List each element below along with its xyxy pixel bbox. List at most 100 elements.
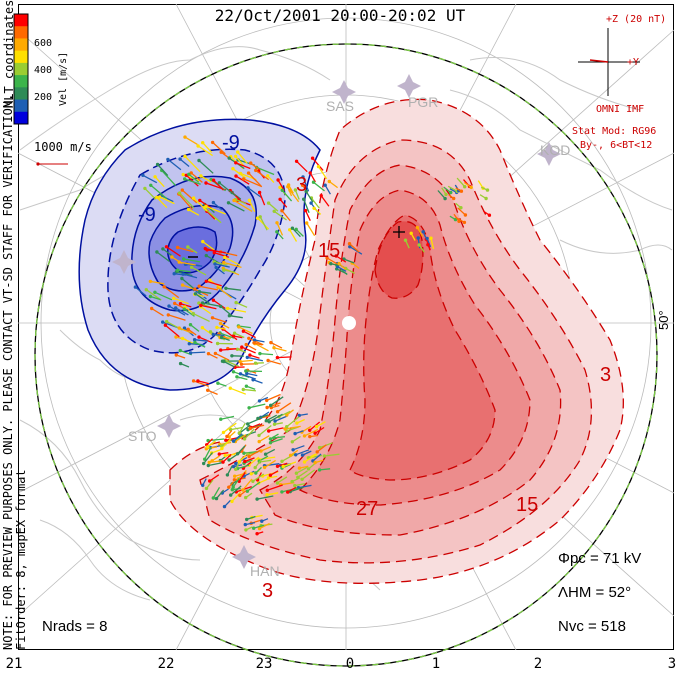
vector-origin-dot [210, 316, 215, 320]
vector-origin-dot [244, 528, 248, 532]
vector-origin-dot [242, 451, 246, 455]
velocity-vector [220, 305, 233, 317]
velocity-vector [270, 438, 283, 444]
velocity-vector [265, 448, 276, 455]
velocity-vector [213, 299, 226, 310]
vector-origin-dot [172, 296, 176, 300]
vector-origin-dot [172, 272, 176, 276]
vector-origin-dot [257, 433, 261, 438]
velocity-vector [174, 273, 187, 276]
vector-origin-dot [239, 362, 244, 366]
velocity-vector [255, 169, 270, 181]
velocity-vector [259, 352, 274, 356]
vector-origin-dot [294, 453, 298, 457]
velocity-vector [144, 187, 157, 200]
velocity-vector [304, 453, 318, 463]
velocity-vector [276, 222, 284, 236]
vector-origin-dot [180, 276, 184, 281]
velocity-vector [235, 198, 247, 205]
velocity-vector [202, 142, 213, 153]
vector-origin-dot [235, 452, 240, 456]
positive-potential-cell [169, 98, 624, 584]
vector-origin-dot [260, 519, 264, 523]
vector-origin-dot [290, 226, 295, 230]
velocity-vector [222, 453, 232, 463]
velocity-vector [243, 388, 256, 392]
vector-origin-dot [153, 175, 157, 179]
vector-origin-dot [485, 188, 490, 192]
velocity-vector [292, 445, 305, 451]
vector-origin-dot [211, 332, 215, 337]
velocity-vector [282, 461, 297, 468]
vector-origin-dot [219, 444, 224, 448]
velocity-vector [239, 424, 251, 434]
velocity-vector [312, 453, 322, 462]
vector-origin-dot [178, 157, 182, 161]
vector-origin-dot [443, 196, 447, 201]
velocity-vector [294, 189, 300, 200]
velocity-vector [208, 462, 223, 467]
velocity-vector [258, 424, 272, 436]
vector-origin-dot [417, 243, 421, 247]
stat-n-vc: Nvc = 518 [558, 618, 626, 635]
velocity-vector [215, 266, 225, 275]
velocity-vector [281, 189, 293, 202]
velocity-vector [240, 359, 253, 363]
vector-origin-dot [234, 461, 238, 466]
vector-origin-dot [265, 493, 269, 497]
velocity-vector [184, 136, 198, 145]
velocity-vector [230, 387, 247, 395]
vector-origin-dot [158, 195, 162, 199]
vector-origin-dot [191, 196, 196, 200]
vector-origin-dot [275, 481, 280, 485]
vector-origin-dot [234, 161, 238, 165]
vector-origin-dot [214, 265, 218, 270]
velocity-vector [191, 266, 207, 276]
vector-origin-dot [208, 479, 212, 483]
velocity-vector [430, 238, 435, 250]
velocity-vector [184, 178, 201, 185]
vector-origin-dot [191, 379, 196, 383]
velocity-vector [238, 326, 253, 335]
velocity-vector [205, 208, 222, 224]
velocity-vector [233, 199, 253, 212]
velocity-vector [225, 287, 242, 291]
colorbar-segment [14, 50, 28, 64]
vector-origin-dot [210, 140, 215, 145]
vector-origin-dot [191, 311, 195, 316]
vector-origin-dot [178, 302, 183, 306]
colorbar-tick-600: 600 [34, 38, 53, 49]
velocity-vector [156, 196, 168, 209]
velocity-vector [241, 346, 256, 354]
velocity-vector [259, 522, 270, 530]
velocity-vector [253, 524, 265, 529]
velocity-vector [219, 332, 235, 339]
vector-origin-dot [233, 154, 238, 159]
vector-origin-dot [183, 135, 187, 139]
vector-origin-dot [202, 461, 206, 466]
vector-origin-dot [272, 346, 276, 350]
vector-origin-dot [309, 201, 313, 205]
velocity-vector [317, 166, 328, 180]
velocity-vector [188, 208, 200, 216]
velocity-vector [215, 489, 225, 500]
vector-origin-dot [211, 298, 216, 302]
vector-origin-dot [293, 483, 297, 488]
heppner-maynard-boundary [34, 43, 658, 667]
vector-origin-dot [182, 326, 187, 330]
vector-origin-dot [225, 473, 230, 477]
velocity-vector [182, 284, 194, 290]
vector-origin-dot [269, 403, 273, 407]
velocity-vector [248, 449, 261, 458]
colorbar-outline [13, 13, 29, 125]
vector-origin-dot [222, 268, 226, 272]
vector-origin-dot [306, 467, 311, 471]
vector-origin-dot [223, 255, 227, 260]
vector-origin-dot [294, 227, 298, 231]
vector-origin-dot [311, 180, 316, 184]
velocity-vector [199, 291, 212, 294]
velocity-vector [150, 280, 165, 285]
velocity-vector [232, 477, 240, 488]
vector-origin-dot [177, 326, 181, 330]
